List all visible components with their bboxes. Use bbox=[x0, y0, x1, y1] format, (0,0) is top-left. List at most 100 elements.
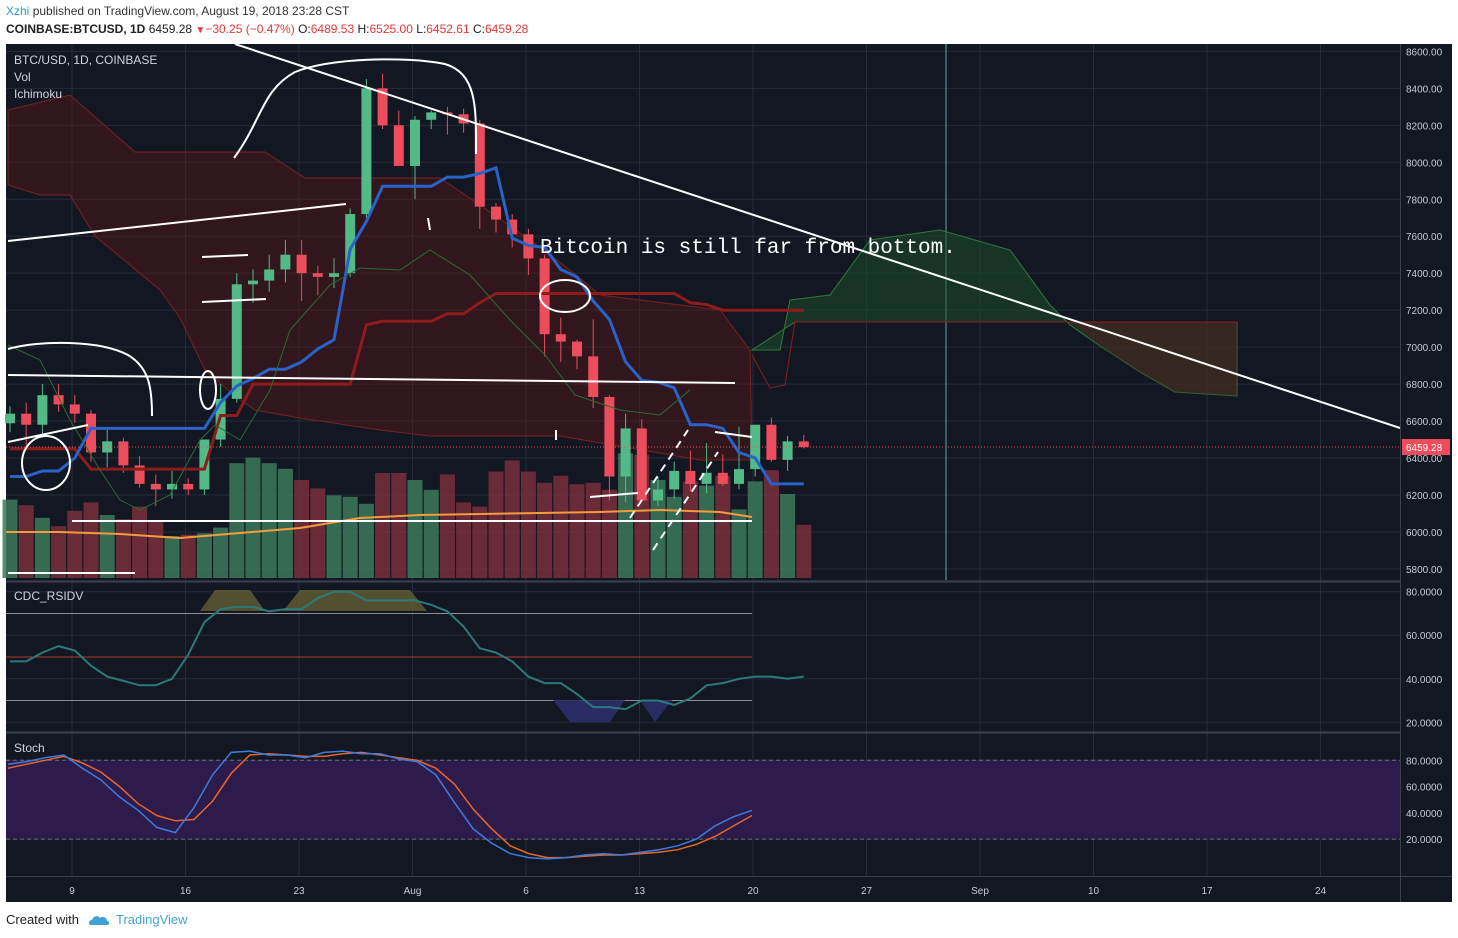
volume-ma-line bbox=[6, 508, 753, 540]
last-price-tag-label: 6459.28 bbox=[1406, 443, 1443, 454]
volume-bar bbox=[731, 509, 747, 578]
tradingview-logo[interactable]: TradingView bbox=[88, 912, 188, 927]
tenkan-line bbox=[10, 165, 804, 486]
arch-drawing-left[interactable] bbox=[7, 341, 153, 417]
price-tick-label: 8200.00 bbox=[1406, 121, 1443, 132]
dashed-short[interactable] bbox=[427, 217, 431, 231]
ohlc-open: 6489.53 bbox=[310, 22, 355, 36]
circle-drawing-right[interactable] bbox=[539, 279, 591, 313]
price-tick-label: 7400.00 bbox=[1406, 269, 1443, 280]
stoch-tick-label: 80.0000 bbox=[1406, 756, 1443, 767]
candle-body bbox=[167, 483, 177, 490]
trendline-horizontal[interactable] bbox=[7, 374, 736, 384]
rsi-tick-label: 20.0000 bbox=[1406, 718, 1443, 729]
volume-bar bbox=[488, 471, 504, 578]
volume-bar bbox=[520, 471, 536, 578]
price-tick-label: 6800.00 bbox=[1406, 380, 1443, 391]
time-tick-label: 23 bbox=[293, 886, 305, 897]
volume-bar bbox=[34, 517, 50, 578]
candle-body bbox=[588, 356, 599, 398]
volume-bar bbox=[569, 484, 585, 578]
symbol-bar: COINBASE:BTCUSD, 1D 6459.28 ▼−30.25 (−0.… bbox=[6, 22, 528, 36]
candle-body bbox=[102, 441, 113, 453]
volume-bar bbox=[682, 481, 698, 578]
candle-body bbox=[296, 254, 307, 274]
ohlc-high: 6525.00 bbox=[369, 22, 413, 36]
chart-annotation[interactable]: Bitcoin is still far from bottom. bbox=[540, 237, 956, 260]
candle-body bbox=[717, 472, 728, 484]
candle-body bbox=[750, 424, 761, 470]
circle-drawing-mid[interactable] bbox=[199, 370, 217, 410]
candle-body bbox=[37, 395, 48, 425]
dashed-channel-1[interactable] bbox=[629, 429, 689, 519]
box-line-top[interactable] bbox=[201, 254, 249, 258]
candle-body bbox=[361, 88, 372, 215]
candle-body bbox=[410, 119, 420, 166]
chikou-line bbox=[7, 249, 691, 511]
time-tick-label: 20 bbox=[747, 886, 759, 897]
volume-bar bbox=[310, 488, 326, 578]
candle-body bbox=[572, 341, 582, 357]
author-name[interactable]: Xzhi bbox=[6, 4, 30, 18]
candle-body bbox=[264, 269, 275, 281]
ohlc-close: 6459.28 bbox=[484, 22, 529, 36]
candle-body bbox=[86, 413, 96, 453]
legend-vol: Vol bbox=[14, 70, 31, 84]
pane-legends: BTC/USD, 1D, COINBASE Vol Ichimoku CDC_R… bbox=[14, 53, 157, 755]
candle-body bbox=[491, 206, 501, 220]
volume-bar bbox=[763, 470, 779, 578]
time-tick-label: 27 bbox=[861, 886, 873, 897]
price-tick-label: 7000.00 bbox=[1406, 343, 1443, 354]
trendline-descending[interactable] bbox=[234, 43, 1401, 429]
volume-bar bbox=[375, 473, 391, 578]
volume-bar bbox=[650, 480, 666, 578]
price-chart[interactable]: Bitcoin is still far from bottom. 8600.0… bbox=[0, 42, 1458, 904]
legend-rsi: CDC_RSIDV bbox=[14, 589, 83, 603]
candle-body bbox=[426, 112, 437, 120]
candle-body bbox=[701, 472, 712, 484]
publish-info: Xzhi published on TradingView.com, Augus… bbox=[6, 4, 349, 18]
price-tick-label: 7800.00 bbox=[1406, 195, 1443, 206]
trendline-rising[interactable] bbox=[7, 203, 347, 242]
candle-body bbox=[134, 465, 145, 484]
volume-bar bbox=[115, 519, 131, 578]
box-line-bottom[interactable] bbox=[201, 298, 267, 303]
ohlc-low: 6452.61 bbox=[426, 22, 470, 36]
candle-body bbox=[604, 397, 615, 477]
price-axis-background bbox=[1400, 44, 1452, 902]
legend-ichimoku: Ichimoku bbox=[14, 87, 62, 101]
price-tick-label: 6600.00 bbox=[1406, 417, 1443, 428]
price-tick-label: 6200.00 bbox=[1406, 491, 1443, 502]
candle-body bbox=[685, 470, 696, 484]
circle-drawing-left[interactable] bbox=[21, 435, 71, 491]
candle-body bbox=[329, 273, 339, 277]
candle-body bbox=[539, 258, 550, 335]
stoch-tick-label: 20.0000 bbox=[1406, 835, 1443, 846]
volume-bar bbox=[18, 505, 34, 578]
price-tick-label: 8600.00 bbox=[1406, 47, 1443, 58]
volume-bar bbox=[601, 489, 617, 578]
volume-bar bbox=[180, 534, 196, 578]
short-line-left[interactable] bbox=[7, 424, 89, 443]
price-tick-label: 5800.00 bbox=[1406, 565, 1443, 576]
short-line-right[interactable] bbox=[714, 431, 753, 438]
ohlc-high-label: H: bbox=[357, 22, 370, 36]
legend-title: BTC/USD, 1D, COINBASE bbox=[14, 53, 157, 67]
volume-bar bbox=[326, 495, 342, 578]
stoch-band bbox=[6, 760, 1400, 840]
dashed-channel-2[interactable] bbox=[652, 451, 719, 551]
candle-body bbox=[636, 428, 647, 501]
volume-bar bbox=[51, 526, 67, 578]
symbol-label: COINBASE:BTCUSD, 1D bbox=[6, 22, 146, 36]
price-tick-label: 8000.00 bbox=[1406, 158, 1443, 169]
down-arrow-icon: ▼ bbox=[195, 25, 206, 36]
volume-bar bbox=[504, 460, 520, 578]
arch-drawing-top[interactable] bbox=[233, 58, 478, 159]
last-price: 6459.28 bbox=[148, 22, 193, 36]
box-line-low[interactable] bbox=[589, 492, 639, 498]
kijun-line bbox=[10, 292, 804, 471]
stoch-tick-label: 40.0000 bbox=[1406, 809, 1443, 820]
senkou-b-line bbox=[751, 321, 1237, 389]
volume-bar bbox=[83, 502, 99, 578]
volume-bar bbox=[277, 468, 293, 578]
